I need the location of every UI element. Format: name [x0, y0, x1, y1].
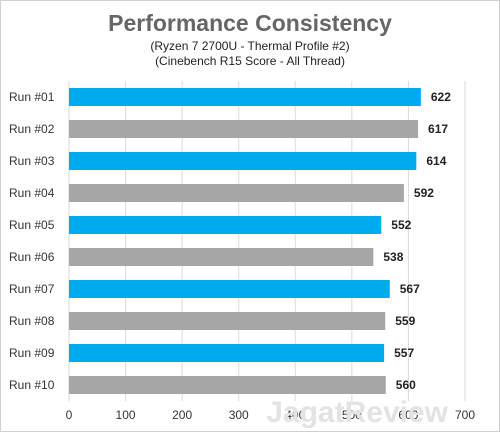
- x-tick-label-200: 200: [172, 408, 192, 422]
- value-label-10: 560: [396, 378, 416, 392]
- bar-run-6: [69, 248, 374, 266]
- value-label-4: 592: [414, 186, 434, 200]
- category-label-9: Run #09: [9, 346, 55, 360]
- value-label-9: 557: [394, 346, 414, 360]
- value-label-7: 567: [400, 282, 420, 296]
- chart-subtitle-line-1: (Ryzen 7 2700U - Thermal Profile #2): [150, 39, 349, 53]
- value-label-6: 538: [383, 250, 403, 264]
- x-tick-label-100: 100: [116, 408, 136, 422]
- value-label-1: 622: [431, 90, 451, 104]
- chart-title: Performance Consistency: [108, 10, 392, 36]
- category-label-2: Run #02: [9, 122, 55, 136]
- x-tick-label-600: 600: [398, 408, 418, 422]
- value-labels: 622 617 614 592 552 538 567 559 557 560: [383, 90, 451, 392]
- x-tick-label-300: 300: [229, 408, 249, 422]
- value-label-5: 552: [391, 218, 411, 232]
- category-label-5: Run #05: [9, 218, 55, 232]
- bar-run-7: [69, 280, 390, 298]
- x-axis-ticks: 0 100 200 300 400 500 600 700: [66, 408, 476, 422]
- x-tick-label-0: 0: [66, 408, 73, 422]
- category-label-4: Run #04: [9, 186, 55, 200]
- bar-series: [69, 88, 421, 394]
- x-tick-label-400: 400: [285, 408, 305, 422]
- category-label-7: Run #07: [9, 282, 55, 296]
- category-label-3: Run #03: [9, 154, 55, 168]
- x-tick-label-500: 500: [342, 408, 362, 422]
- category-label-1: Run #01: [9, 90, 55, 104]
- bar-run-8: [69, 312, 386, 330]
- value-label-3: 614: [426, 154, 446, 168]
- bar-run-10: [69, 376, 386, 394]
- bar-run-9: [69, 344, 385, 362]
- value-label-8: 559: [395, 314, 415, 328]
- bar-run-4: [69, 184, 404, 202]
- x-tick-label-700: 700: [455, 408, 475, 422]
- category-label-6: Run #06: [9, 250, 55, 264]
- value-label-2: 617: [428, 122, 448, 136]
- category-label-10: Run #10: [9, 378, 55, 392]
- bar-run-3: [69, 152, 417, 170]
- bar-run-2: [69, 120, 419, 138]
- bar-run-5: [69, 216, 382, 234]
- watermark-logo: JagatReview: [266, 396, 448, 429]
- category-labels: Run #01 Run #02 Run #03 Run #04 Run #05 Run #…: [9, 90, 55, 392]
- chart-subtitle-line-2: (Cinebench R15 Score - All Thread): [155, 54, 345, 68]
- bar-run-1: [69, 88, 421, 106]
- category-label-8: Run #08: [9, 314, 55, 328]
